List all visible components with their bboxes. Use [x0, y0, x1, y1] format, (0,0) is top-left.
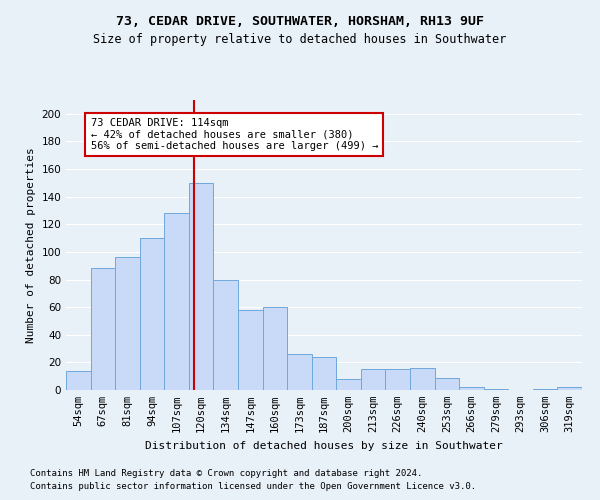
Bar — [164, 213, 189, 390]
Bar — [287, 354, 312, 390]
Text: Contains HM Land Registry data © Crown copyright and database right 2024.: Contains HM Land Registry data © Crown c… — [30, 468, 422, 477]
Bar — [557, 387, 582, 390]
Bar — [263, 307, 287, 390]
Y-axis label: Number of detached properties: Number of detached properties — [26, 147, 36, 343]
Bar — [238, 310, 263, 390]
Bar — [336, 379, 361, 390]
Bar — [434, 378, 459, 390]
Bar — [214, 280, 238, 390]
Bar — [91, 268, 115, 390]
Bar — [533, 388, 557, 390]
Bar — [189, 183, 214, 390]
Text: Size of property relative to detached houses in Southwater: Size of property relative to detached ho… — [94, 32, 506, 46]
Bar — [115, 258, 140, 390]
Text: 73, CEDAR DRIVE, SOUTHWATER, HORSHAM, RH13 9UF: 73, CEDAR DRIVE, SOUTHWATER, HORSHAM, RH… — [116, 15, 484, 28]
Text: 73 CEDAR DRIVE: 114sqm
← 42% of detached houses are smaller (380)
56% of semi-de: 73 CEDAR DRIVE: 114sqm ← 42% of detached… — [91, 118, 378, 151]
Bar — [410, 368, 434, 390]
Bar — [66, 370, 91, 390]
Bar — [385, 370, 410, 390]
Bar — [459, 387, 484, 390]
Bar — [140, 238, 164, 390]
Text: Contains public sector information licensed under the Open Government Licence v3: Contains public sector information licen… — [30, 482, 476, 491]
X-axis label: Distribution of detached houses by size in Southwater: Distribution of detached houses by size … — [145, 440, 503, 450]
Bar — [484, 388, 508, 390]
Bar — [312, 357, 336, 390]
Bar — [361, 370, 385, 390]
